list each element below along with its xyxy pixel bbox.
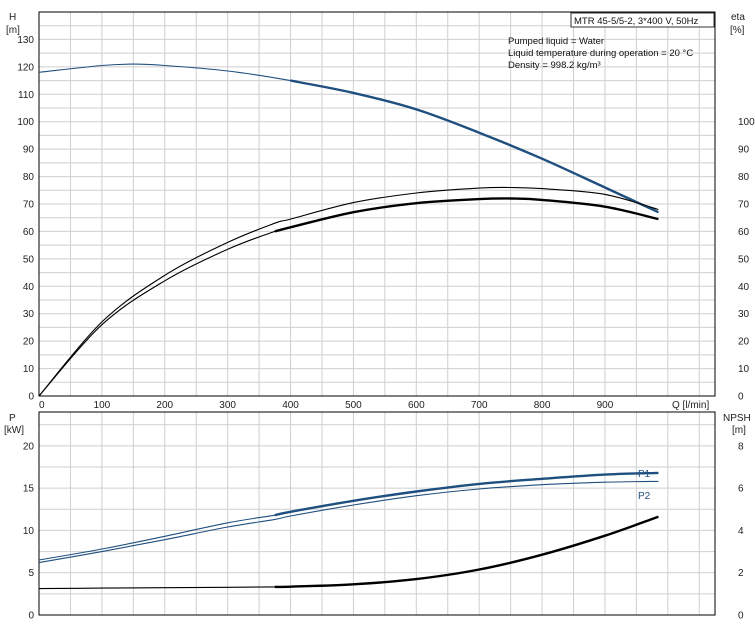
y-right-tick-label: 70 [738,200,750,211]
y-right-tick-label: 90 [738,145,750,156]
npsh-axis-label: NPSH [723,413,751,424]
y-left-tick-label: 100 [17,117,34,128]
power-axis-unit: [kW] [4,425,24,436]
x-tick-label: 200 [156,400,173,411]
curve-1-2 [38,516,659,590]
y-right-tick-label: 50 [738,254,750,265]
y-left-tick-label: 5 [28,568,34,579]
power-npsh-plot-frame [38,411,716,616]
y-left-tick-label: 40 [23,282,35,293]
x-tick-label: 900 [597,400,614,411]
y-left-tick-label: 0 [28,611,34,622]
y-left-tick-label: 110 [18,90,34,101]
note-density: Density = 998.2 kg/m³ [508,60,601,71]
y-left-tick-label: 10 [23,526,35,537]
y-right-tick-label: 8 [738,441,744,452]
y-left-tick-label: 20 [23,441,35,452]
pump-title-box [570,12,715,28]
x-tick-label: 100 [94,400,111,411]
power-axis-label: P [9,413,16,424]
y-left-tick-label: 0 [28,392,34,403]
y-right-tick-label: 60 [738,227,750,238]
x-tick-label: 0 [39,400,45,411]
note-pumped-liquid: Pumped liquid = Water [508,36,604,47]
y-left-tick-label: 80 [23,172,35,183]
axis-tick-labels: 0102030405060708090100110120130010203040… [17,35,755,622]
series-label-p1: P1 [638,469,651,480]
y-right-tick-label: 20 [738,337,750,348]
x-tick-label: 400 [282,400,299,411]
y-left-tick-label: 70 [23,200,35,211]
y-left-tick-label: 90 [23,145,35,156]
y-left-tick-label: 60 [23,227,35,238]
y-right-tick-label: 2 [738,568,744,579]
curve-0-1 [38,186,659,397]
y-left-tick-label: 10 [23,364,35,375]
y-left-tick-label: 130 [17,35,34,46]
y-left-tick-label: 120 [17,62,34,73]
curve-operating-range-0-0 [290,79,659,214]
head-axis-label: H [9,12,16,23]
y-right-tick-label: 0 [738,392,744,403]
y-right-tick-label: 80 [738,172,750,183]
curve-operating-range-1-0 [274,471,659,517]
x-tick-label: 500 [345,400,362,411]
y-left-tick-label: 20 [23,337,35,348]
y-right-tick-label: 30 [738,309,750,320]
x-tick-label: 800 [534,400,551,411]
curve-layer [38,63,659,590]
curve-1-1 [38,480,659,564]
x-tick-label: 700 [471,400,488,411]
flow-axis-label: Q [l/min] [672,400,709,411]
series-label-p2: P2 [638,491,651,502]
eta-axis-unit: [%] [730,25,745,36]
note-liquid-temperature: Liquid temperature during operation = 20… [508,48,693,59]
curve-operating-range-0-2 [274,197,659,233]
y-left-tick-label: 15 [23,484,35,495]
x-tick-label: 600 [408,400,425,411]
y-right-tick-label: 100 [738,117,755,128]
y-right-tick-label: 10 [738,364,750,375]
eta-axis-label: eta [731,12,745,23]
y-left-tick-label: 50 [23,254,35,265]
head-eta-grid [39,12,715,396]
curve-operating-range-1-2 [274,515,659,589]
pump-title: MTR 45-5/5-2, 3*400 V, 50Hz [574,16,699,27]
head-eta-plot-frame [38,11,716,397]
x-tick-label: 300 [219,400,236,411]
y-right-tick-label: 6 [738,484,744,495]
npsh-axis-unit: [m] [732,425,746,436]
y-right-tick-label: 0 [738,611,744,622]
power-npsh-grid [39,412,715,615]
head-axis-unit: [m] [6,25,20,36]
y-right-tick-label: 4 [738,526,744,537]
y-right-tick-label: 40 [738,282,750,293]
y-left-tick-label: 30 [23,309,35,320]
